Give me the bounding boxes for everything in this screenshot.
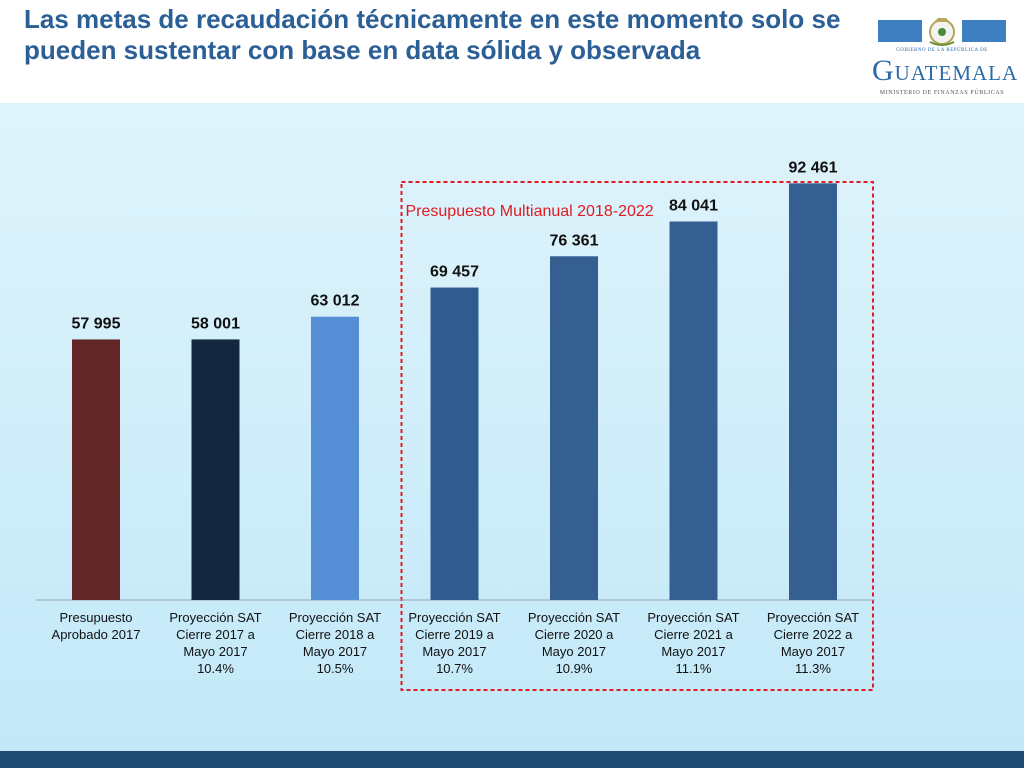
logo-name-text: Guatemala <box>872 54 1019 87</box>
bar-value-label: 92 461 <box>789 159 838 176</box>
category-label: Mayo 2017 <box>542 644 606 659</box>
category-label: Proyección SAT <box>169 610 261 625</box>
category-label: 10.4% <box>197 661 234 676</box>
bar-value-label: 84 041 <box>669 197 718 214</box>
category-label: Proyección SAT <box>767 610 859 625</box>
chart-panel <box>0 103 1024 751</box>
bar-value-label: 76 361 <box>550 232 599 249</box>
slide-title: Las metas de recaudación técnicamente en… <box>24 4 841 65</box>
bar <box>669 221 718 600</box>
category-label: 11.3% <box>795 661 831 676</box>
category-label: Cierre 2020 a <box>535 627 615 642</box>
bar <box>72 339 120 600</box>
bar <box>550 256 598 600</box>
category-label: 10.7% <box>436 661 473 676</box>
category-label: Aprobado 2017 <box>52 627 141 642</box>
category-label: Cierre 2021 a <box>654 627 734 642</box>
bar <box>430 287 479 600</box>
category-label: Proyección SAT <box>528 610 620 625</box>
logo-subtitle-text: MINISTERIO DE FINANZAS PÚBLICAS <box>879 90 1005 96</box>
category-label: 11.1% <box>676 661 712 676</box>
category-label: Mayo 2017 <box>183 644 247 659</box>
logo-top-text: GOBIERNO DE LA REPÚBLICA DE <box>896 48 988 53</box>
multianual-budget-box <box>400 181 874 691</box>
slide-header: Las metas de recaudación técnicamente en… <box>0 0 1024 103</box>
category-label: Cierre 2018 a <box>296 627 376 642</box>
category-label: Proyección SAT <box>647 610 739 625</box>
category-label: Proyección SAT <box>289 610 381 625</box>
category-label: Cierre 2017 a <box>176 627 256 642</box>
category-label: Mayo 2017 <box>422 644 486 659</box>
category-label: Proyección SAT <box>408 610 500 625</box>
guatemala-logo: GOBIERNO DE LA REPÚBLICA DE Guatemala MI… <box>872 12 1019 100</box>
bar-value-label: 69 457 <box>430 264 479 281</box>
category-label: Mayo 2017 <box>303 644 367 659</box>
category-label: 10.9% <box>556 661 593 676</box>
bar <box>311 316 359 600</box>
category-label: Cierre 2022 a <box>774 627 854 642</box>
footer-bar <box>0 751 1024 768</box>
bar <box>191 339 240 600</box>
bar <box>789 183 837 600</box>
bar-value-label: 58 001 <box>191 315 240 332</box>
bar-value-label: 57 995 <box>72 315 121 332</box>
category-label: Presupuesto <box>60 610 133 625</box>
multianual-budget-label: Presupuesto Multianual 2018-2022 <box>406 203 654 220</box>
category-label: Cierre 2019 a <box>415 627 495 642</box>
coat-of-arms-icon <box>878 18 1006 46</box>
bar-value-label: 63 012 <box>311 293 360 310</box>
category-label: Mayo 2017 <box>781 644 845 659</box>
category-label: Mayo 2017 <box>661 644 725 659</box>
category-label: 10.5% <box>317 661 354 676</box>
